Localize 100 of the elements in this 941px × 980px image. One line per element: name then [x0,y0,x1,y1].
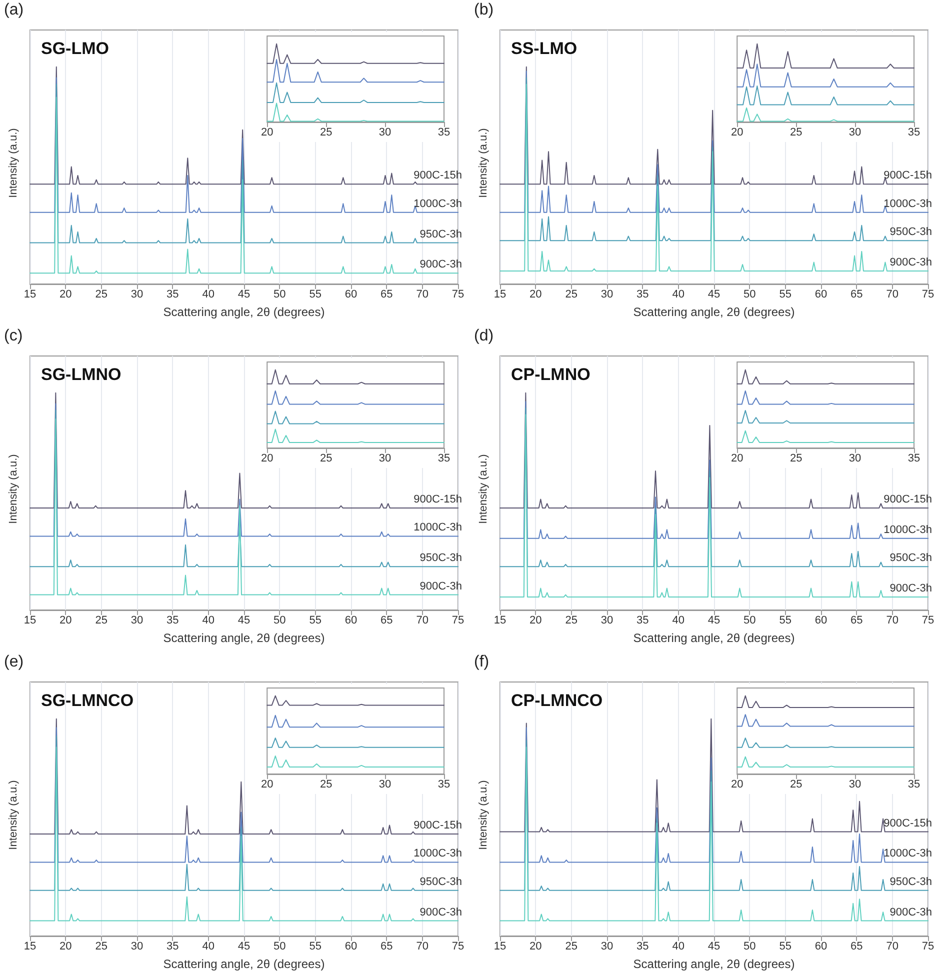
x-tick-label: 15 [24,288,36,300]
series-label: 1000C-3h [414,198,462,210]
series-label: 900C-3h [890,906,932,918]
series-label: 1000C-3h [884,848,932,860]
x-tick-label: 45 [238,940,250,952]
x-tick-label: 40 [672,940,684,952]
x-tick-label: 45 [238,288,250,300]
text: (a) [4,2,24,18]
chart-title: SG-LMNO [41,365,122,384]
x-tick-label: 35 [636,614,649,626]
x-tick-label: 75 [922,940,934,952]
x-tick-label: 65 [850,288,863,300]
series-label: 900C-3h [420,906,462,918]
y-axis-title: Intensity (a.u.) [8,128,20,198]
series-label: 900C-3h [890,582,932,594]
series-label: 900C-3h [420,258,462,271]
x-tick-label: 20 [60,288,72,300]
x-tick-label: 25 [95,614,108,626]
x-tick-label: 40 [202,940,214,952]
x-axis-title: Scattering angle, 2θ (degrees) [633,631,795,645]
x-tick-label: 40 [672,614,684,626]
x-tick-label: 30 [848,778,862,790]
series-label: 900C-15h [884,170,932,182]
x-tick-label: 65 [380,940,393,952]
x-tick-label: 45 [708,940,720,952]
x-tick-label: 15 [494,614,506,626]
x-tick-label: 50 [274,940,286,952]
x-tick-label: 25 [95,288,108,300]
x-tick-label: 70 [416,614,428,626]
text: (b) [474,2,494,18]
x-tick-label: 45 [708,288,720,300]
series-label: 900C-15h [884,493,932,506]
x-tick-label: 50 [274,288,286,300]
x-tick-label: 15 [24,940,36,952]
series-label: 950C-3h [420,552,462,564]
x-tick-label: 20 [530,940,542,952]
x-tick-label: 20 [60,940,72,952]
y-axis-title: Intensity (a.u.) [478,454,490,524]
x-tick-label: 20 [530,614,542,626]
series-label: 900C-15h [884,817,932,830]
series-label: 900C-15h [414,493,462,506]
x-tick-label: 30 [130,288,144,300]
series-label: 950C-3h [420,876,462,888]
x-tick-label: 70 [886,614,898,626]
x-tick-label: 25 [95,940,108,952]
chart-title: SS-LMO [511,39,578,58]
x-axis-title: Scattering angle, 2θ (degrees) [633,305,795,319]
x-tick-label: 40 [202,614,214,626]
text: (c) [4,328,23,344]
series-label: 900C-15h [414,819,462,832]
x-tick-label: 35 [438,126,450,138]
text: (d) [474,328,494,344]
x-tick-label: 35 [908,126,920,138]
x-tick-label: 30 [378,778,392,790]
x-tick-label: 25 [320,126,332,138]
x-tick-label: 20 [530,288,542,300]
series-label: 1000C-3h [414,848,462,860]
text: (f) [474,654,490,670]
x-tick-label: 20 [730,126,744,138]
x-tick-label: 75 [452,288,464,300]
chart-title: CP-LMNCO [511,691,603,710]
x-tick-label: 40 [672,288,684,300]
x-tick-label: 60 [814,940,828,952]
x-tick-label: 25 [565,614,578,626]
x-tick-label: 60 [344,288,358,300]
x-tick-label: 25 [790,452,802,464]
x-tick-label: 20 [260,126,274,138]
x-tick-label: 25 [790,126,802,138]
x-tick-label: 75 [922,614,934,626]
x-tick-label: 35 [166,614,179,626]
x-tick-label: 60 [814,614,828,626]
x-tick-label: 35 [438,778,450,790]
x-tick-label: 70 [416,940,428,952]
x-tick-label: 55 [779,940,792,952]
x-tick-label: 30 [130,940,144,952]
x-tick-label: 65 [850,940,863,952]
x-tick-label: 50 [744,940,756,952]
chart-title: CP-LMNO [511,365,590,384]
x-axis-title: Scattering angle, 2θ (degrees) [163,305,325,319]
x-tick-label: 30 [378,452,392,464]
x-tick-label: 25 [565,288,578,300]
x-tick-label: 25 [320,778,332,790]
x-tick-label: 25 [320,452,332,464]
x-tick-label: 30 [848,126,862,138]
x-tick-label: 75 [452,940,464,952]
x-tick-label: 50 [744,288,756,300]
x-tick-label: 60 [344,614,358,626]
x-tick-label: 75 [922,288,934,300]
x-tick-label: 15 [494,288,506,300]
x-axis-title: Scattering angle, 2θ (degrees) [633,957,795,971]
y-axis-title: Intensity (a.u.) [478,128,490,198]
chart-title: SG-LMNCO [41,691,134,710]
x-tick-label: 20 [730,778,744,790]
x-tick-label: 35 [908,452,920,464]
x-tick-label: 30 [600,940,614,952]
series-label: 950C-3h [890,552,932,564]
text: (e) [4,654,24,670]
series-label: 950C-3h [890,226,932,238]
x-tick-label: 30 [600,288,614,300]
x-tick-label: 60 [344,940,358,952]
